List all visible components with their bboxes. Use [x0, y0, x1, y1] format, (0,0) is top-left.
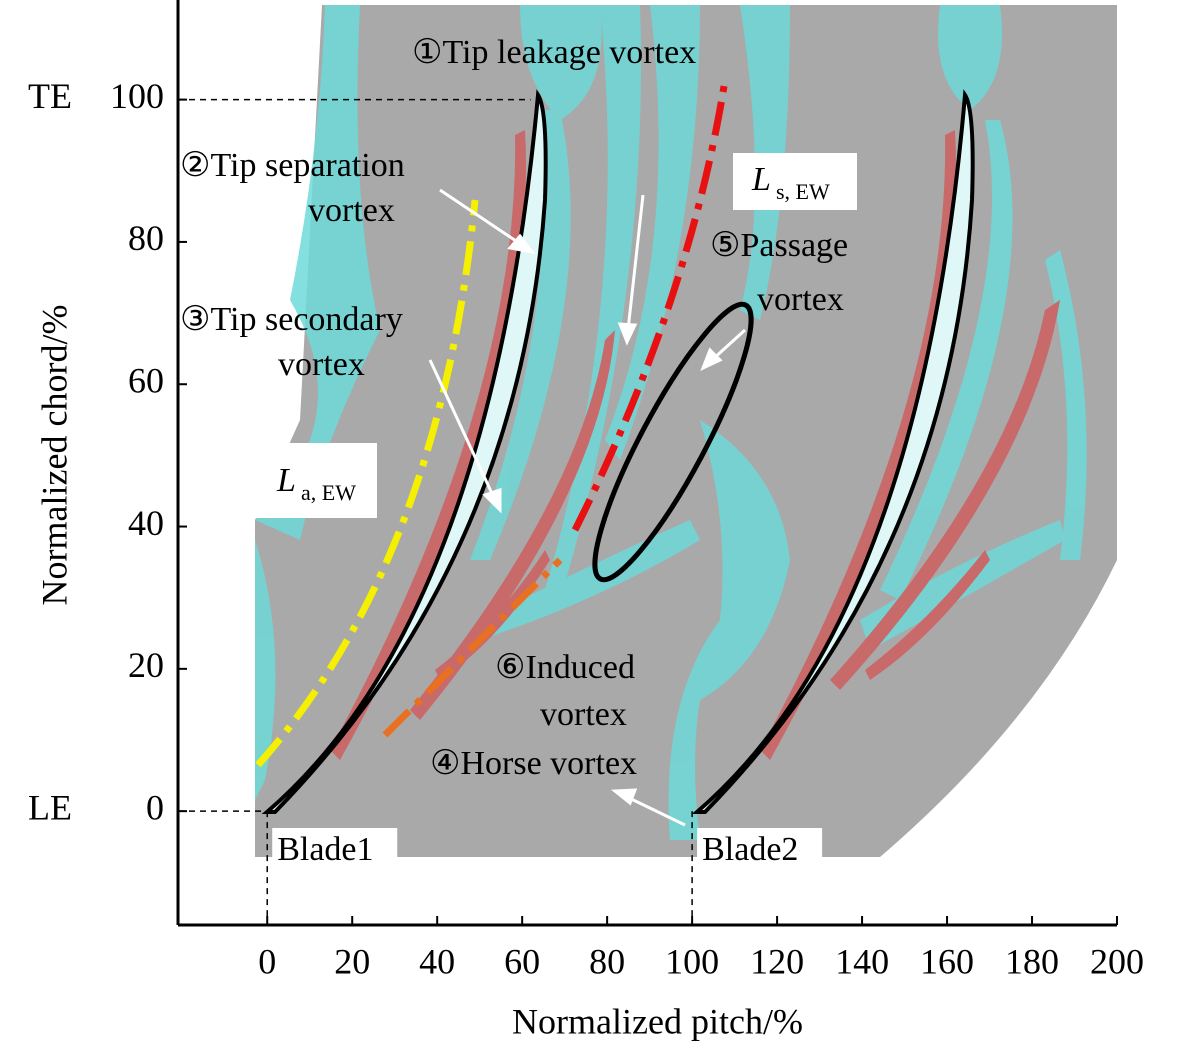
line-label-subscript: s, EW: [776, 179, 830, 204]
x-tick-label: 180: [1005, 941, 1059, 981]
label-box: [272, 828, 398, 878]
x-tick-label: 40: [419, 941, 455, 981]
x-tick-label: 160: [920, 941, 974, 981]
low-pressure-cores: [330, 130, 1060, 760]
x-axis-title: Normalized pitch/%: [512, 1001, 803, 1041]
reference-label: LE: [28, 787, 72, 827]
flow-field: [253, 5, 1117, 857]
label-box: [697, 828, 823, 878]
annotation: vortex: [278, 346, 365, 383]
arrows: [428, 188, 747, 827]
line-label: L: [751, 161, 771, 198]
label-box: [253, 443, 377, 518]
annotation: vortex: [757, 281, 844, 318]
annotation: ①Tip leakage vortex: [412, 34, 696, 71]
annotation: ③Tip secondary: [180, 301, 403, 338]
x-tick-label: 120: [750, 941, 804, 981]
line-label-subscript: a, EW: [301, 480, 356, 505]
x-tick-label: 60: [504, 941, 540, 981]
blade-label: Blade1: [277, 831, 373, 868]
annotation: ②Tip separation: [180, 147, 405, 184]
x-tick-label: 100: [665, 941, 719, 981]
y-tick-label: 60: [128, 360, 164, 400]
y-tick-label: 0: [146, 787, 164, 827]
reference-label: TE: [28, 76, 72, 116]
annotation: ④Horse vortex: [430, 745, 637, 782]
y-tick-label: 40: [128, 503, 164, 543]
x-tick-label: 0: [258, 941, 276, 981]
annotation: ⑤Passage: [710, 227, 848, 264]
y-tick-label: 20: [128, 645, 164, 685]
annotation: ⑥Induced: [495, 649, 635, 686]
y-tick-label: 100: [110, 76, 164, 116]
x-tick-label: 200: [1090, 941, 1144, 981]
y-tick-label: 80: [128, 218, 164, 258]
trajectory-lines: [255, 79, 754, 768]
blade-label: Blade2: [702, 831, 798, 868]
x-tick-label: 80: [589, 941, 625, 981]
blades: [261, 89, 975, 814]
annotation: vortex: [540, 696, 627, 733]
line-label: L: [276, 462, 296, 499]
y-axis-title: Normalized chord/%: [34, 305, 74, 606]
label-box: [733, 153, 857, 210]
annotation: vortex: [308, 192, 395, 229]
x-tick-label: 140: [835, 941, 889, 981]
x-tick-label: 20: [334, 941, 370, 981]
